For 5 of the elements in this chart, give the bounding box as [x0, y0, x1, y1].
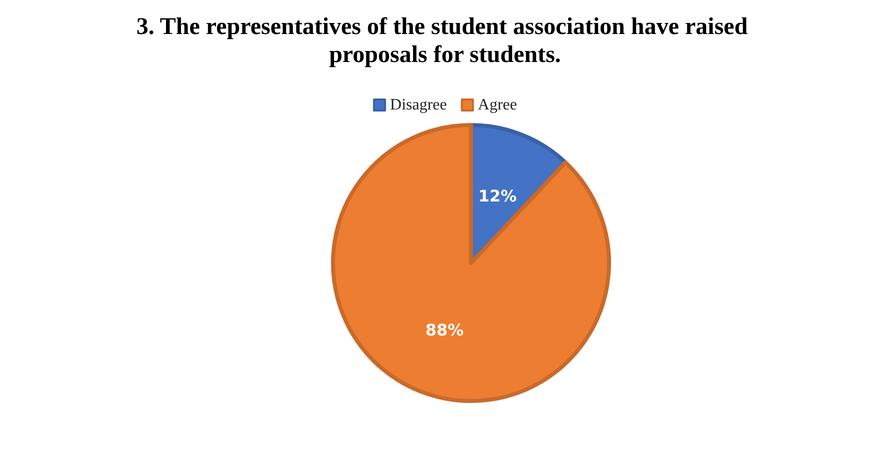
chart-title: 3. The representatives of the student association have raised proposals for students. [136, 14, 754, 68]
legend-label: Agree [478, 96, 517, 114]
data-label: 88% [425, 320, 464, 340]
legend-label: Disagree [390, 96, 447, 114]
data-label: 12% [478, 186, 517, 206]
